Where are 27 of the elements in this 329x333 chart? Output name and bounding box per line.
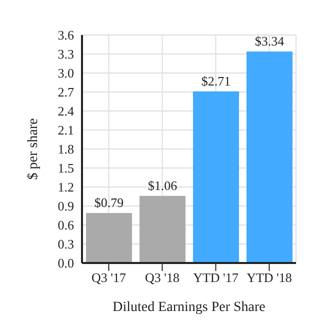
x-tick-label: YTD '17: [193, 270, 239, 286]
y-tick-label: 3.6: [58, 28, 74, 43]
data-label: $0.79: [94, 194, 124, 210]
x-tick-label: YTD '18: [246, 270, 292, 286]
y-tick-label: 2.7: [58, 84, 74, 100]
y-tick-label: 1.5: [58, 160, 74, 176]
y-tick-label: 3.3: [58, 46, 74, 62]
y-tick-label: 0.6: [58, 218, 74, 233]
bar: [86, 212, 132, 263]
x-tick-label: Q3 '17: [92, 270, 126, 286]
x-tick-label: Q3 '18: [145, 270, 180, 286]
bar: [140, 196, 186, 263]
y-tick-label: 1.2: [58, 180, 74, 195]
data-label: $2.71: [201, 73, 231, 88]
x-axis-title: Diluted Earnings Per Share: [112, 300, 266, 315]
y-tick-label: 2.1: [58, 122, 74, 138]
y-tick-label: 3.0: [58, 66, 74, 81]
y-axis-title: $ per share: [26, 118, 41, 180]
y-tick-label: 0.3: [58, 236, 74, 252]
y-tick-label: 2.4: [58, 104, 74, 119]
y-tick-label: 1.8: [58, 142, 74, 157]
bar: [193, 91, 239, 263]
y-tick-label: 0.9: [58, 198, 74, 214]
y-tick-label: 0.0: [58, 256, 74, 271]
data-label: $1.06: [148, 178, 178, 193]
data-label: $3.34: [254, 33, 285, 48]
bar: [246, 51, 292, 263]
